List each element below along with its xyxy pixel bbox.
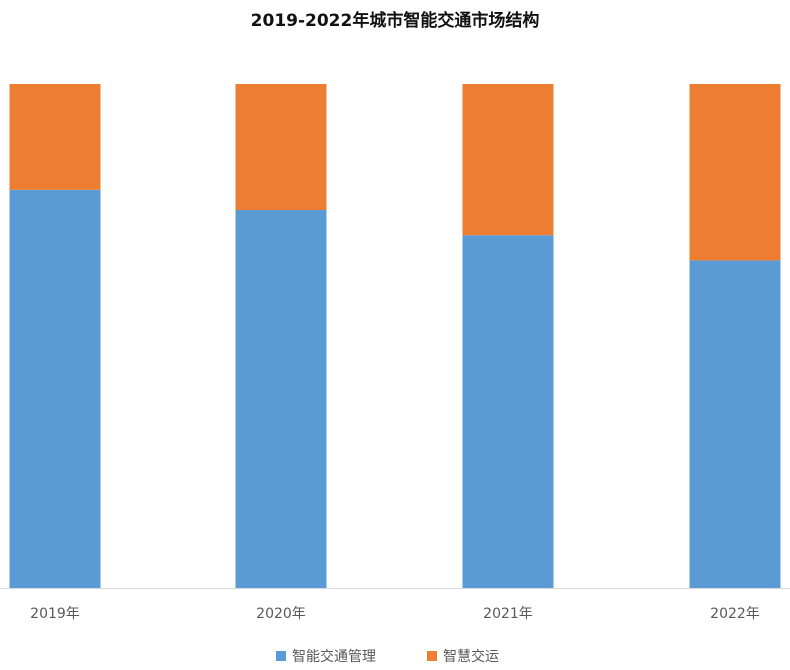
legend-swatch-0 [276, 651, 286, 661]
x-tick-label-3: 2022年 [710, 606, 760, 622]
chart-title: 2019-2022年城市智能交通市场结构 [250, 11, 540, 31]
bar-segment-transport-1 [235, 84, 327, 210]
bar-segment-management-0 [9, 189, 101, 588]
bar-segment-management-3 [689, 260, 781, 588]
bar-segment-transport-3 [689, 84, 781, 261]
legend-label-1: 智慧交运 [443, 648, 499, 665]
bar-segment-transport-0 [9, 84, 101, 190]
legend-label-0: 智能交通管理 [292, 648, 376, 665]
x-tick-label-0: 2019年 [30, 606, 80, 622]
x-tick-label-1: 2020年 [256, 606, 306, 622]
x-tick-label-2: 2021年 [483, 606, 533, 622]
bar-segment-management-1 [235, 210, 327, 588]
bar-segment-management-2 [462, 235, 554, 588]
bar-segment-transport-2 [462, 84, 554, 236]
legend-swatch-1 [427, 651, 437, 661]
